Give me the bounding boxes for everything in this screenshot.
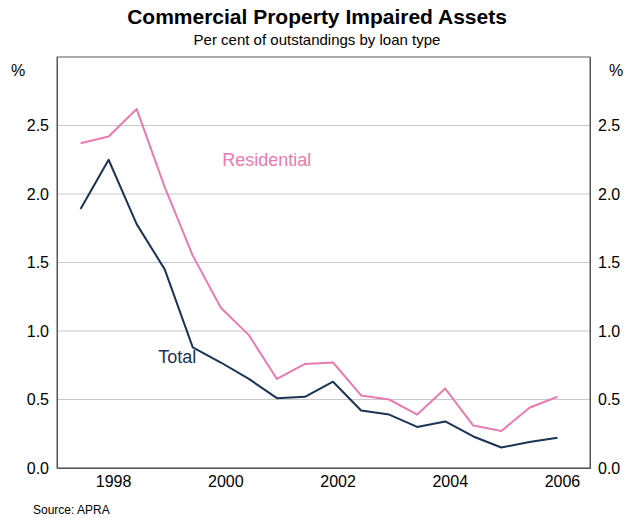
tick-label: 1.0 (598, 323, 620, 340)
x-axis: 1998 2000 2002 2004 2006 (58, 468, 591, 490)
subtitle: Per cent of outstandings by loan type (194, 31, 441, 48)
axis-line (590, 58, 591, 469)
tick: 2006 (545, 468, 581, 490)
tick: 1.5 (590, 254, 620, 271)
tick-label: 1.5 (27, 254, 49, 271)
plot-frame (57, 57, 590, 468)
tick-label: 2006 (545, 473, 581, 490)
tick-label: 2.0 (27, 186, 49, 203)
y-axis-right: 0.0 0.5 1.0 1.5 2.0 2.5 (590, 58, 620, 477)
tick: 2.0 (590, 186, 620, 203)
tick-label: 2.5 (598, 117, 620, 134)
tick: 1.0 (27, 323, 57, 340)
grid-line (57, 331, 590, 332)
source: Source: APRA (33, 503, 110, 517)
tick-label: 2002 (320, 473, 356, 490)
tick: 2004 (432, 468, 468, 490)
tick-label: 2000 (208, 473, 244, 490)
tick: 1998 (96, 468, 132, 490)
tick: 1.0 (590, 323, 620, 340)
tick: 2.5 (590, 117, 620, 134)
tick-label: 0.5 (598, 391, 620, 408)
grid-line (57, 125, 590, 126)
grid (57, 126, 590, 469)
plot: 0.0 0.5 1.0 1.5 2.0 2.5 0.0 0.5 1.0 1.5 2.0 2.5 1998… (27, 57, 621, 490)
grid-line (57, 399, 590, 400)
series-line (81, 160, 558, 448)
tick: 0.0 (590, 460, 620, 477)
tick-label: 0.0 (27, 460, 49, 477)
tick-label: 1.5 (598, 254, 620, 271)
tick: 2.0 (27, 186, 57, 203)
tick-label: 1998 (96, 473, 132, 490)
y-axis-left: 0.0 0.5 1.0 1.5 2.0 2.5 (27, 58, 58, 477)
grid-line (57, 194, 590, 195)
tick-label: 2.0 (598, 186, 620, 203)
axis-line (57, 58, 58, 469)
y-unit-label: % (609, 62, 623, 79)
tick: 0.5 (27, 391, 57, 408)
series-line (81, 109, 558, 431)
tick: 0.0 (27, 460, 57, 477)
axis-line (58, 468, 591, 469)
tick: 1.5 (27, 254, 57, 271)
series-label: Total (158, 347, 196, 367)
tick-label: 0.5 (27, 391, 49, 408)
tick: 2000 (208, 468, 244, 490)
title: Commercial Property Impaired Assets (127, 5, 507, 28)
tick-label: 2004 (432, 473, 468, 490)
grid-line (57, 262, 590, 263)
tick: 0.5 (590, 391, 620, 408)
tick-label: 0.0 (598, 460, 620, 477)
series-label: Residential (222, 150, 311, 170)
tick: 2002 (320, 468, 356, 490)
tick-label: 2.5 (27, 117, 49, 134)
tick: 2.5 (27, 117, 57, 134)
y-unit-label: % (11, 62, 25, 79)
chart: Commercial Property Impaired Assets Per c… (0, 0, 634, 518)
tick-label: 1.0 (27, 323, 49, 340)
lines (81, 109, 558, 447)
